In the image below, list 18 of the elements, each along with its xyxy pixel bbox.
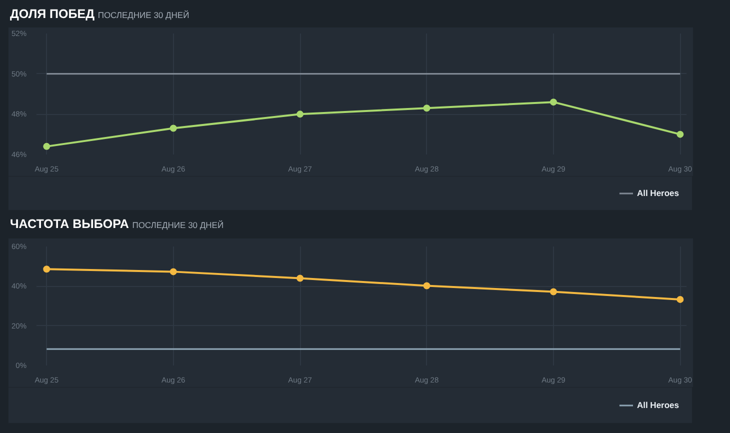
chart-title: ДОЛЯ ПОБЕД <box>10 7 94 21</box>
point <box>170 268 177 276</box>
legend-label: All Heroes <box>636 400 679 410</box>
legend-label: All Heroes <box>636 188 679 198</box>
point <box>423 104 430 112</box>
point <box>43 142 50 150</box>
point <box>296 110 304 118</box>
point <box>550 98 557 106</box>
point <box>296 274 304 282</box>
point <box>423 282 430 290</box>
chart-subtitle: ПОСЛЕДНИЕ 30 ДНЕЙ <box>98 10 190 20</box>
point <box>43 266 50 273</box>
point <box>550 288 557 296</box>
chart-title: ЧАСТОТА ВЫБОРА <box>10 217 129 231</box>
point <box>170 124 177 132</box>
point <box>676 296 684 303</box>
point <box>676 130 684 138</box>
chart-subtitle: ПОСЛЕДНИЕ 30 ДНЕЙ <box>132 220 224 230</box>
